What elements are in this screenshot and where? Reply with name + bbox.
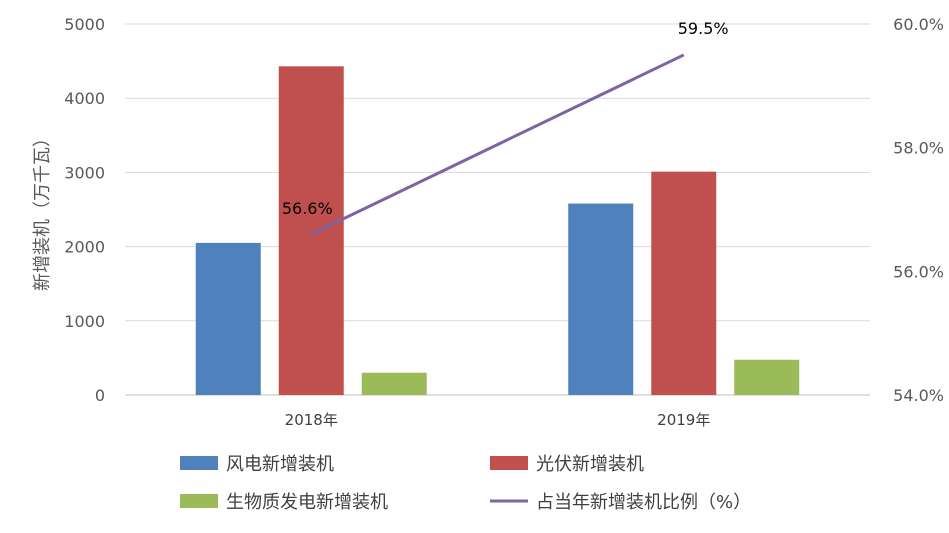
y-tick-label: 4000 [64, 89, 105, 108]
legend-swatch [180, 456, 218, 470]
ratio-line-path [310, 53, 685, 236]
bar-1-1 [195, 242, 261, 395]
y-tick-label: 3000 [64, 163, 105, 182]
bar-2-2 [651, 171, 717, 395]
legend-label: 光伏新增装机 [536, 454, 644, 475]
x-axis: 2018年 2019年 [285, 411, 711, 429]
x-tick-label: 2018年 [285, 411, 338, 429]
y-tick-label: 2000 [64, 238, 105, 257]
bars [195, 66, 800, 395]
legend-label: 占当年新增装机比例（%） [536, 492, 751, 513]
ratio-line: 56.6% 59.5% [282, 19, 729, 236]
data-label: 56.6% [282, 199, 333, 218]
y2-tick-label: 60.0% [893, 15, 944, 34]
bar-3-1 [361, 372, 427, 395]
y-tick-label: 5000 [64, 15, 105, 34]
bar-1-2 [568, 203, 634, 395]
legend-label: 风电新增装机 [226, 454, 334, 475]
legend-swatch [490, 456, 528, 470]
y2-tick-label: 58.0% [893, 139, 944, 158]
y2-tick-label: 56.0% [893, 262, 944, 281]
y-axis-title: 新增装机（万千瓦） [32, 129, 53, 291]
y-tick-label: 1000 [64, 312, 105, 331]
y-axis-right: 54.0% 56.0% 58.0% 60.0% [893, 15, 944, 405]
legend-label: 生物质发电新增装机 [226, 492, 388, 513]
legend-swatch [180, 494, 218, 508]
bar-2-1 [278, 66, 344, 395]
data-label: 59.5% [678, 19, 729, 38]
y-tick-label: 0 [95, 386, 105, 405]
y2-tick-label: 54.0% [893, 386, 944, 405]
x-tick-label: 2019年 [657, 411, 710, 429]
y-axis-left: 0 1000 2000 3000 4000 5000 [64, 15, 105, 405]
bar-3-2 [734, 359, 800, 395]
